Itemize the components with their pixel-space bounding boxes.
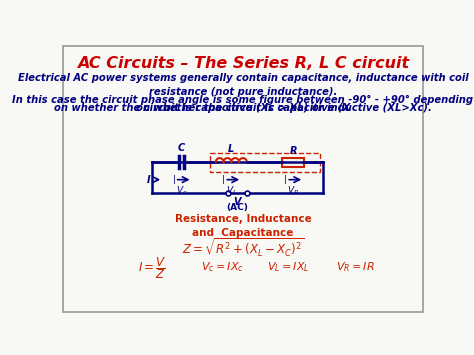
Text: V: V	[234, 197, 241, 207]
Text: (AC): (AC)	[227, 203, 248, 212]
Text: In this case the circuit phase angle is some figure between -90° - +90° dependin: In this case the circuit phase angle is …	[12, 95, 474, 105]
Text: |: |	[173, 175, 175, 184]
Text: R: R	[290, 146, 297, 156]
Text: $V_L = IX_L$: $V_L = IX_L$	[266, 260, 309, 274]
Text: |: |	[284, 175, 287, 184]
Text: L: L	[228, 144, 235, 154]
Text: $V_R$: $V_R$	[287, 184, 299, 197]
Bar	[210, 153, 320, 172]
Text: |: |	[222, 175, 225, 184]
Text: on whether the circuit is capacitive (Xc > XL) or inductive (XL>Xc).: on whether the circuit is capacitive (Xc…	[54, 103, 432, 114]
Bar	[283, 158, 304, 166]
Text: Resistance, Inductance
and  Capacitance: Resistance, Inductance and Capacitance	[174, 214, 311, 237]
Text: on whether the circuit is capacitive (Χᴄ > Χₗ) or inductive (Χₗ>Χᴄ).: on whether the circuit is capacitive (Χᴄ…	[58, 103, 428, 114]
Text: $V_R = IR$: $V_R = IR$	[336, 260, 375, 274]
Text: $V_L$: $V_L$	[226, 184, 237, 197]
Text: AC Circuits – The Series R, L C circuit: AC Circuits – The Series R, L C circuit	[77, 56, 409, 71]
Text: $V_c = IX_c$: $V_c = IX_c$	[201, 260, 244, 274]
Text: on whether the circuit is capacitive (X: on whether the circuit is capacitive (X	[136, 103, 350, 114]
Text: C: C	[178, 143, 185, 153]
Text: $Z = \sqrt{R^2 + (X_L - X_C)^2}$: $Z = \sqrt{R^2 + (X_L - X_C)^2}$	[182, 237, 304, 259]
Text: $V_c$: $V_c$	[176, 184, 188, 197]
Text: I: I	[146, 175, 150, 185]
Text: $I = \dfrac{V}{Z}$: $I = \dfrac{V}{Z}$	[138, 255, 166, 281]
Text: Electrical AC power systems generally contain capacitance, inductance with coil
: Electrical AC power systems generally co…	[18, 73, 468, 97]
